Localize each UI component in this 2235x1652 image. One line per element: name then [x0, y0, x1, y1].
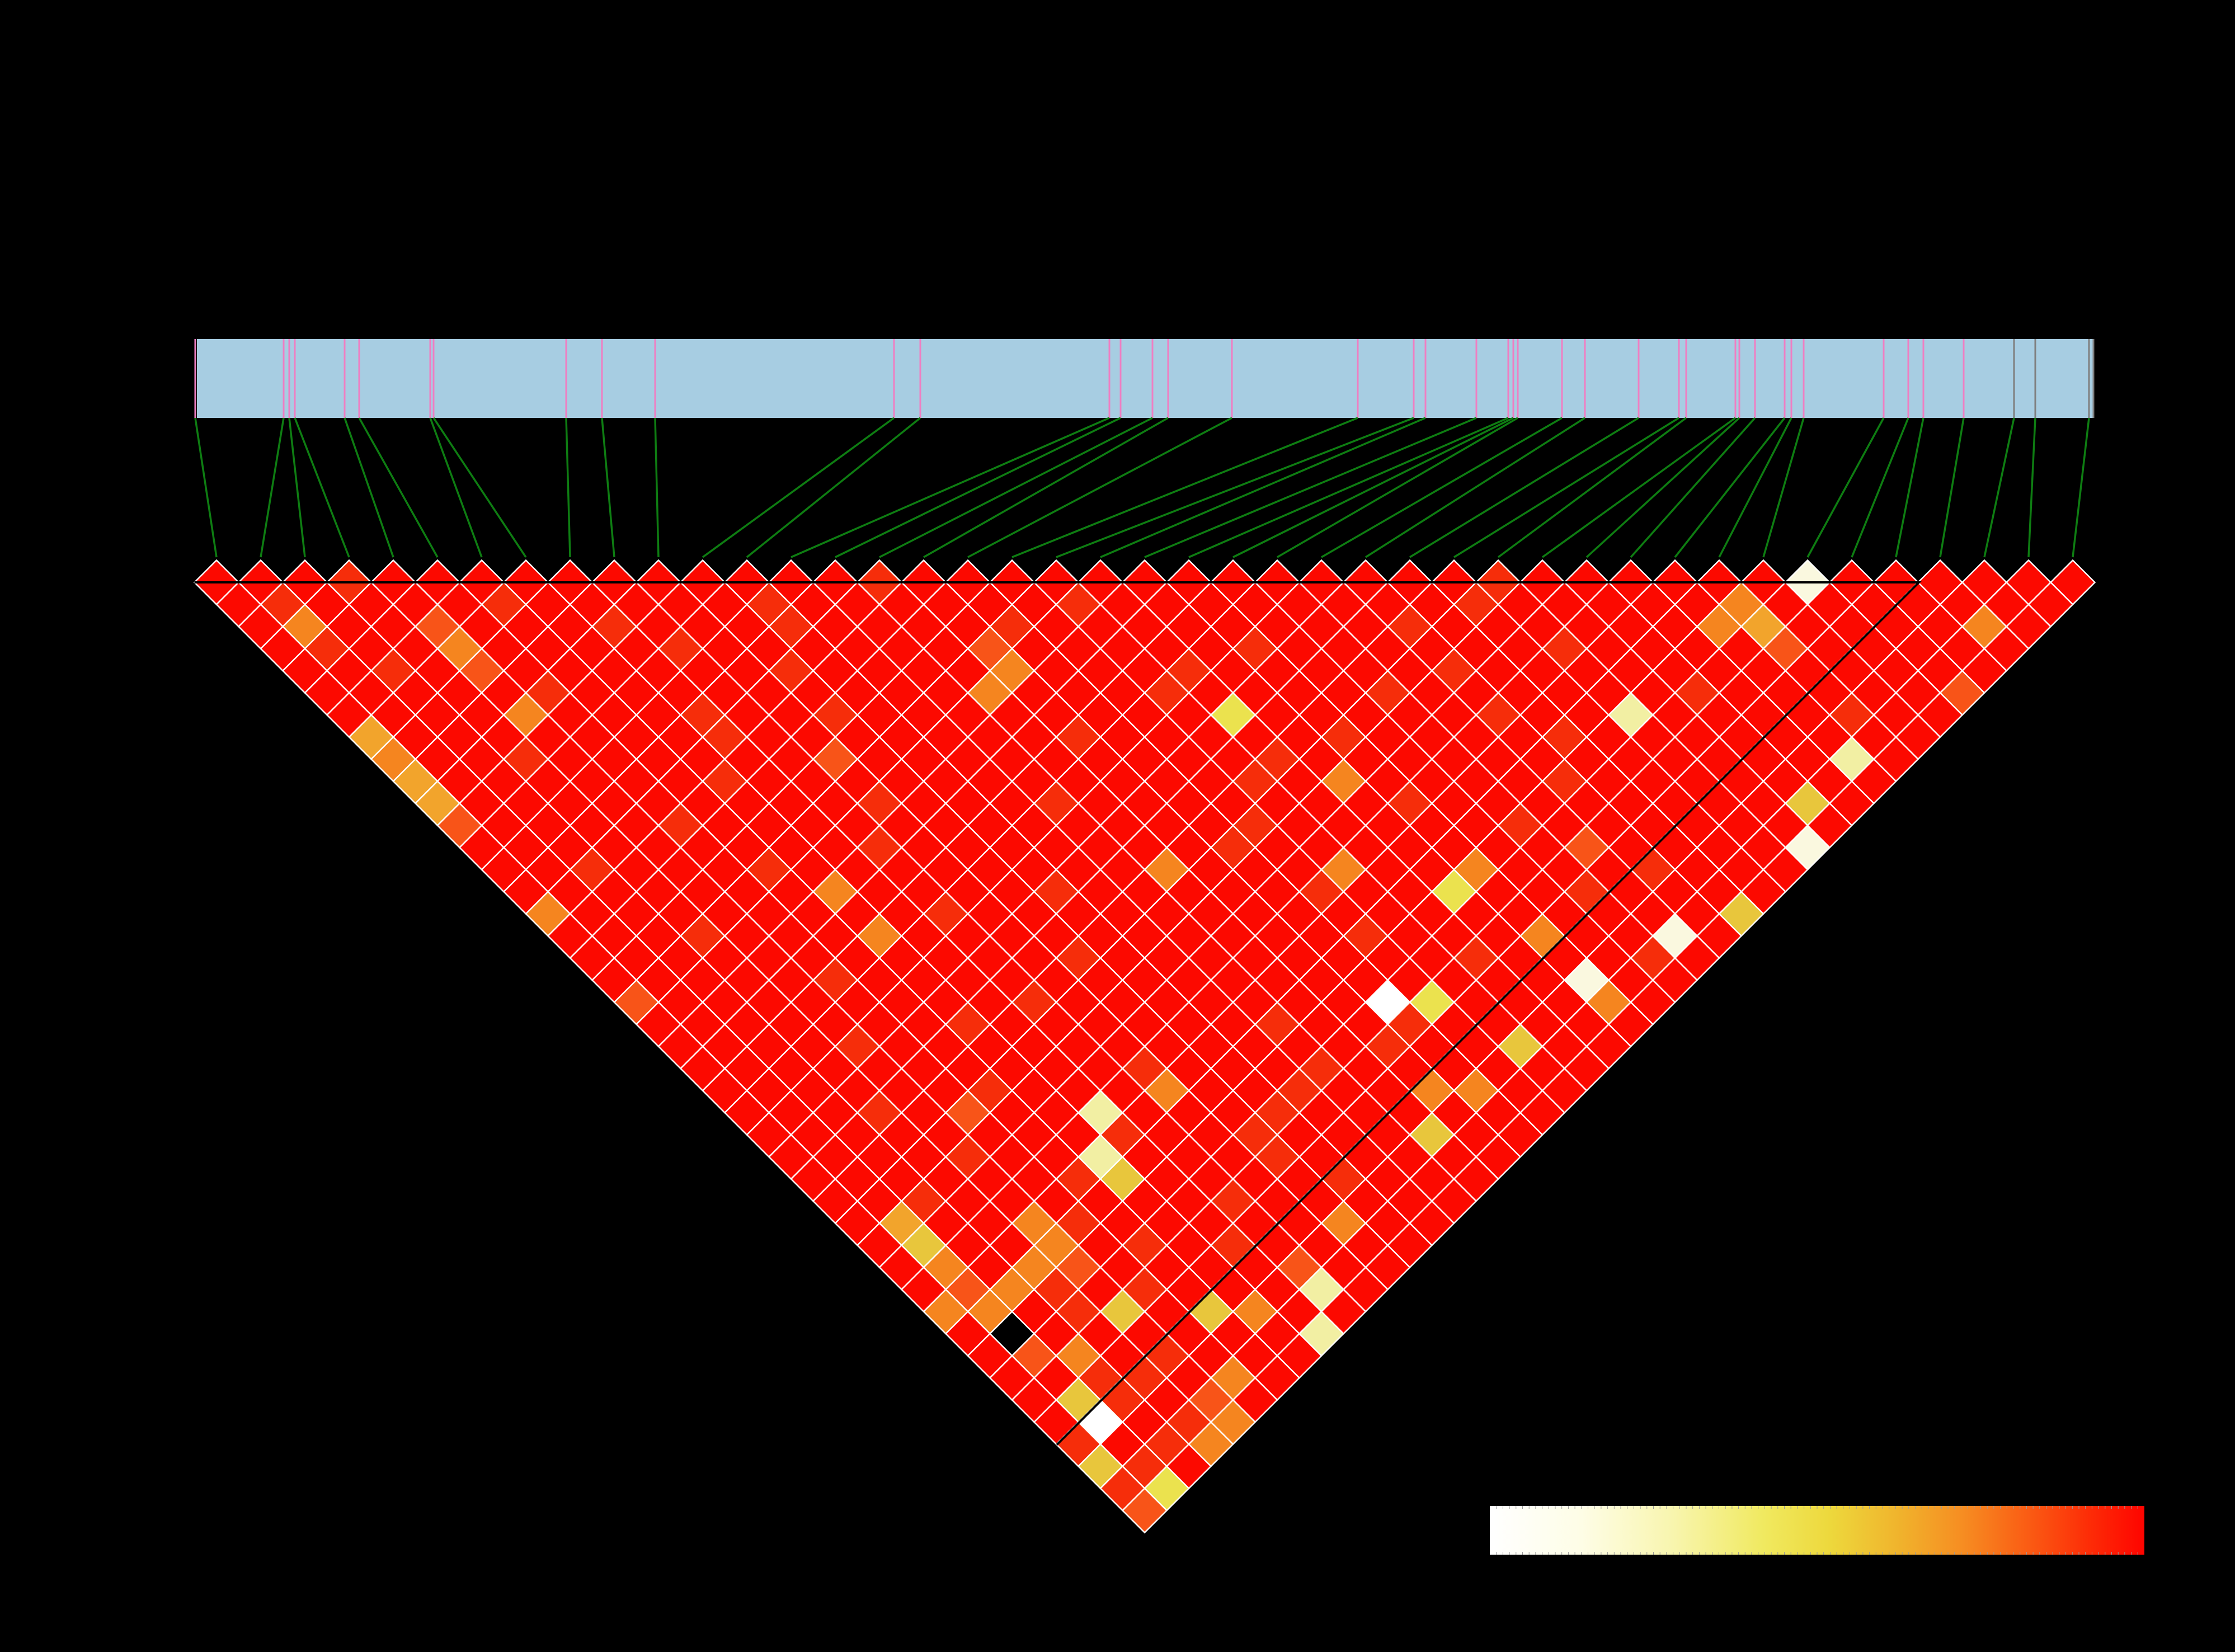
snp-connector-line	[1630, 417, 1756, 558]
heatmap-cells-group	[193, 559, 2096, 1534]
snp-connector-line	[1851, 417, 1909, 558]
snp-connector-line	[923, 417, 1169, 558]
snp-connector-line	[967, 417, 1232, 558]
snp-connector-line	[601, 417, 615, 558]
snp-connector-line	[1939, 417, 1965, 558]
snp-connector-line	[2027, 417, 2036, 558]
snp-connector-line	[294, 417, 350, 558]
snp-connector-line	[1144, 417, 1477, 558]
genome-bar	[197, 339, 2094, 418]
snp-connector-line	[1011, 417, 1358, 558]
snp-connector-line	[835, 417, 1121, 558]
color-key-gradient	[1490, 1506, 2144, 1555]
snp-connector-line	[1718, 417, 1792, 558]
snp-connector-line	[1188, 417, 1509, 558]
snp-connector-line	[1762, 417, 1805, 558]
color-key-group	[1490, 1506, 2144, 1555]
snp-connector-line	[344, 417, 394, 558]
snp-connector-line	[1100, 417, 1426, 558]
snp-connector-line	[288, 417, 306, 558]
snp-connector-line	[1806, 417, 1885, 558]
snp-connector-line	[654, 417, 660, 558]
snp-connector-line	[1409, 417, 1639, 558]
snp-connector-line	[879, 417, 1153, 558]
snp-connector-line	[1453, 417, 1679, 558]
snp-connector-line	[1895, 417, 1925, 558]
snp-connector-line	[1983, 417, 2015, 558]
snp-connector-line	[1277, 417, 1518, 558]
color-key-ticks	[1496, 1506, 2138, 1555]
snp-connector-line	[746, 417, 921, 558]
block-outline	[194, 581, 1922, 1446]
snp-connector-line	[791, 417, 1110, 558]
snp-connector-line	[429, 417, 483, 558]
snp-connector-line	[1585, 417, 1740, 558]
snp-connector-line	[1321, 417, 1563, 558]
snp-ticks-group	[194, 339, 2095, 418]
snp-connector-line	[260, 417, 285, 558]
snp-connector-line	[432, 417, 527, 558]
snp-connector-line	[1365, 417, 1585, 558]
heatmap-cell	[1121, 1487, 1168, 1534]
snp-connector-line	[1232, 417, 1514, 558]
snp-connector-line	[2072, 417, 2090, 558]
snp-connectors-group	[194, 417, 2090, 558]
snp-connector-line	[565, 417, 571, 558]
snp-connector-line	[1674, 417, 1786, 558]
snp-connector-line	[702, 417, 895, 558]
snp-connector-line	[358, 417, 439, 558]
snp-connector-line	[1541, 417, 1737, 558]
snp-connector-line	[194, 417, 218, 558]
snp-connector-line	[1497, 417, 1687, 558]
snp-connector-line	[1056, 417, 1414, 558]
